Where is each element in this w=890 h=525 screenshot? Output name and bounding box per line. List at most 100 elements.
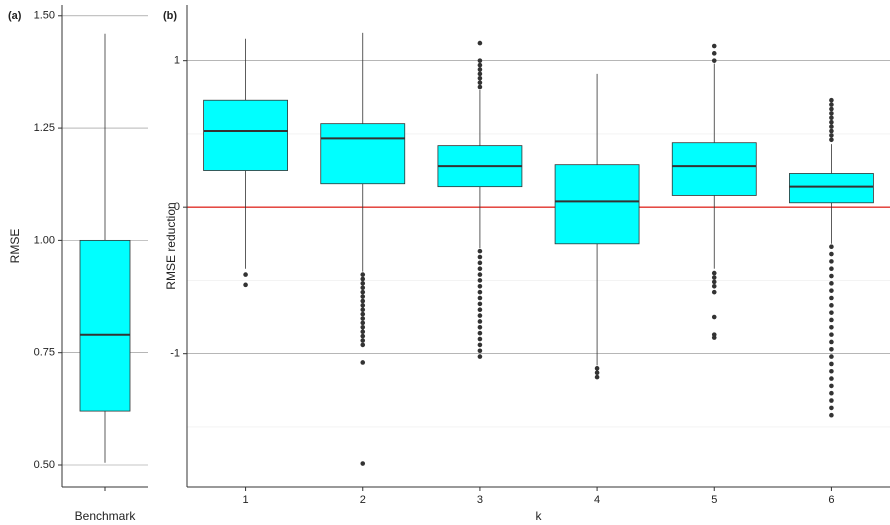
outlier [711, 58, 717, 63]
outlier [477, 40, 483, 46]
outlier [243, 272, 248, 277]
x-tick-label: 1 [243, 494, 249, 506]
outlier [477, 260, 483, 266]
outlier [829, 124, 834, 129]
outlier [829, 97, 834, 103]
outlier [477, 354, 483, 359]
outlier [477, 301, 483, 307]
outlier [360, 461, 366, 466]
y-tick-label: -1 [170, 348, 180, 360]
outlier [829, 102, 834, 107]
y-axis-label: RMSE reduction [164, 202, 178, 289]
outlier [829, 325, 834, 330]
box [671, 142, 757, 196]
outlier [477, 313, 483, 318]
y-tick-label: 0 [174, 201, 180, 213]
outlier [829, 137, 834, 143]
outlier [829, 288, 834, 293]
outlier [711, 335, 717, 340]
outlier [243, 282, 248, 288]
outlier [360, 311, 366, 317]
outlier [477, 62, 483, 68]
outlier [829, 133, 834, 138]
panel-label: (a) [8, 10, 22, 22]
outlier [829, 115, 834, 121]
outlier [829, 412, 834, 418]
outlier [829, 317, 834, 323]
outlier [594, 370, 600, 376]
outlier [829, 354, 834, 359]
outlier [829, 259, 834, 264]
outlier [711, 270, 717, 276]
outlier [829, 111, 834, 116]
box [789, 173, 874, 204]
outlier [477, 71, 483, 77]
outlier [829, 361, 834, 367]
outlier [711, 43, 717, 49]
outlier [594, 366, 600, 371]
outlier [829, 383, 834, 389]
y-tick-label: 1.25 [34, 122, 55, 134]
outlier [477, 307, 483, 313]
outlier [711, 283, 717, 289]
x-tick-label: 6 [828, 494, 834, 506]
outlier [477, 75, 483, 81]
outlier [360, 298, 366, 304]
outlier [711, 314, 717, 320]
outlier [477, 84, 483, 90]
outlier [477, 342, 483, 348]
outlier [360, 276, 366, 282]
outlier [829, 405, 834, 411]
outlier [594, 374, 600, 380]
outlier [829, 310, 834, 315]
outlier [477, 67, 483, 72]
box [203, 99, 288, 171]
outlier [360, 285, 366, 291]
outlier [360, 333, 366, 339]
outlier [477, 80, 483, 85]
outlier [360, 294, 366, 299]
outlier [829, 244, 834, 250]
outlier [829, 266, 834, 272]
outlier [477, 336, 483, 342]
outlier [829, 106, 834, 112]
outlier [711, 275, 717, 280]
outlier [829, 368, 834, 374]
outlier [711, 279, 717, 285]
outlier [829, 281, 834, 286]
outlier [477, 319, 483, 324]
box [554, 164, 640, 245]
y-tick-label: 1 [174, 55, 180, 67]
outlier [477, 348, 483, 354]
outlier [829, 390, 834, 396]
outlier [829, 295, 834, 301]
outlier [477, 248, 483, 254]
outlier [829, 346, 834, 352]
outlier [477, 278, 483, 283]
outlier [360, 281, 366, 286]
outlier [477, 325, 483, 330]
outlier [829, 303, 834, 308]
y-axis-label: RMSE [8, 229, 22, 264]
outlier [477, 330, 483, 336]
panel-label: (b) [163, 10, 177, 22]
y-tick-label: 0.50 [34, 459, 55, 471]
outlier [829, 339, 834, 345]
y-tick-label: 1.50 [34, 10, 55, 22]
outlier [360, 329, 366, 335]
outlier [360, 307, 366, 313]
outlier [829, 376, 834, 381]
outlier [477, 58, 483, 63]
outlier [829, 128, 834, 134]
outlier [360, 272, 366, 277]
outlier [711, 51, 717, 56]
outlier [477, 272, 483, 277]
outlier [477, 289, 483, 295]
outlier [360, 320, 366, 326]
outlier [360, 338, 366, 343]
outlier [360, 360, 366, 365]
outlier [360, 342, 366, 348]
outlier [477, 283, 483, 289]
x-tick-label: 3 [477, 494, 483, 506]
outlier [711, 289, 717, 295]
